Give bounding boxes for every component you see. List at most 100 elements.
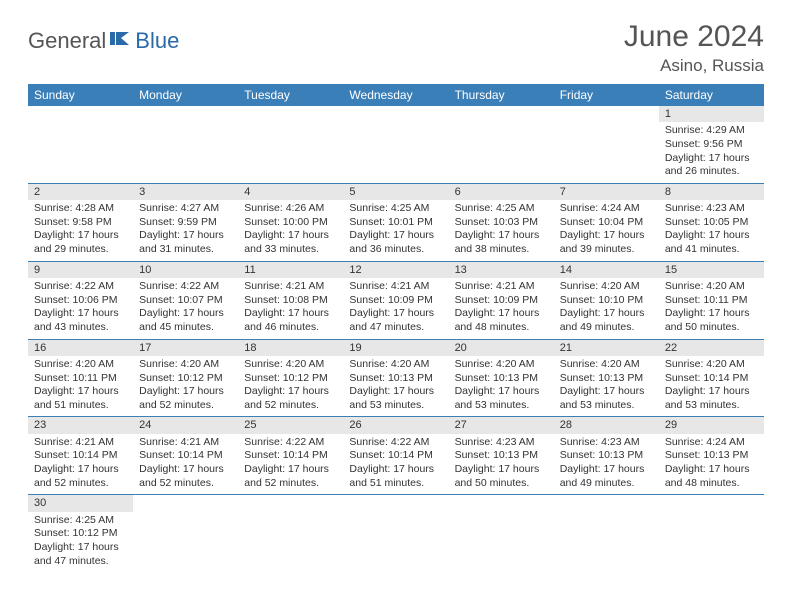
calendar-body: 1Sunrise: 4:29 AMSunset: 9:56 PMDaylight… xyxy=(28,106,764,572)
sunrise-text: Sunrise: 4:21 AM xyxy=(139,436,232,450)
daylight-text: and 33 minutes. xyxy=(244,243,337,257)
daylight-text: and 53 minutes. xyxy=(665,399,758,413)
daylight-text: and 52 minutes. xyxy=(34,477,127,491)
day-number: 17 xyxy=(133,340,238,356)
daylight-text: Daylight: 17 hours xyxy=(560,307,653,321)
daylight-text: and 41 minutes. xyxy=(665,243,758,257)
sunset-text: Sunset: 10:12 PM xyxy=(139,372,232,386)
sunrise-text: Sunrise: 4:22 AM xyxy=(34,280,127,294)
day-number: 24 xyxy=(133,417,238,433)
day-details: Sunrise: 4:21 AMSunset: 10:14 PMDaylight… xyxy=(133,434,238,495)
brand-word1: General xyxy=(28,28,106,54)
calendar-day-cell: 20Sunrise: 4:20 AMSunset: 10:13 PMDaylig… xyxy=(449,339,554,417)
calendar-day-cell: 26Sunrise: 4:22 AMSunset: 10:14 PMDaylig… xyxy=(343,417,448,495)
day-details: Sunrise: 4:29 AMSunset: 9:56 PMDaylight:… xyxy=(659,122,764,183)
calendar-day-cell: 18Sunrise: 4:20 AMSunset: 10:12 PMDaylig… xyxy=(238,339,343,417)
sunrise-text: Sunrise: 4:20 AM xyxy=(665,280,758,294)
day-details: Sunrise: 4:21 AMSunset: 10:09 PMDaylight… xyxy=(449,278,554,339)
sunrise-text: Sunrise: 4:21 AM xyxy=(349,280,442,294)
calendar-day-cell: 15Sunrise: 4:20 AMSunset: 10:11 PMDaylig… xyxy=(659,261,764,339)
calendar-day-cell: 12Sunrise: 4:21 AMSunset: 10:09 PMDaylig… xyxy=(343,261,448,339)
sunset-text: Sunset: 10:04 PM xyxy=(560,216,653,230)
sunset-text: Sunset: 10:14 PM xyxy=(665,372,758,386)
calendar-empty-cell xyxy=(449,106,554,183)
daylight-text: Daylight: 17 hours xyxy=(560,463,653,477)
sunset-text: Sunset: 10:14 PM xyxy=(139,449,232,463)
day-details: Sunrise: 4:20 AMSunset: 10:12 PMDaylight… xyxy=(238,356,343,417)
sunset-text: Sunset: 10:13 PM xyxy=(455,372,548,386)
daylight-text: and 50 minutes. xyxy=(665,321,758,335)
daylight-text: and 38 minutes. xyxy=(455,243,548,257)
sunset-text: Sunset: 10:11 PM xyxy=(34,372,127,386)
sunrise-text: Sunrise: 4:20 AM xyxy=(244,358,337,372)
daylight-text: Daylight: 17 hours xyxy=(665,463,758,477)
page-header: General Blue June 2024 Asino, Russia xyxy=(28,20,764,76)
day-number: 10 xyxy=(133,262,238,278)
daylight-text: and 29 minutes. xyxy=(34,243,127,257)
day-number: 30 xyxy=(28,495,133,511)
sunset-text: Sunset: 10:13 PM xyxy=(560,372,653,386)
daylight-text: Daylight: 17 hours xyxy=(139,463,232,477)
calendar-empty-cell xyxy=(28,106,133,183)
day-details: Sunrise: 4:25 AMSunset: 10:03 PMDaylight… xyxy=(449,200,554,261)
day-number: 15 xyxy=(659,262,764,278)
sunset-text: Sunset: 10:13 PM xyxy=(455,449,548,463)
sunrise-text: Sunrise: 4:20 AM xyxy=(34,358,127,372)
sunrise-text: Sunrise: 4:23 AM xyxy=(455,436,548,450)
daylight-text: Daylight: 17 hours xyxy=(34,463,127,477)
calendar-empty-cell xyxy=(554,106,659,183)
day-number: 5 xyxy=(343,184,448,200)
calendar-day-cell: 2Sunrise: 4:28 AMSunset: 9:58 PMDaylight… xyxy=(28,183,133,261)
title-block: June 2024 Asino, Russia xyxy=(624,20,764,76)
brand-logo: General Blue xyxy=(28,28,179,54)
day-number: 9 xyxy=(28,262,133,278)
daylight-text: Daylight: 17 hours xyxy=(349,307,442,321)
sunset-text: Sunset: 10:13 PM xyxy=(560,449,653,463)
calendar-day-cell: 16Sunrise: 4:20 AMSunset: 10:11 PMDaylig… xyxy=(28,339,133,417)
day-details: Sunrise: 4:24 AMSunset: 10:04 PMDaylight… xyxy=(554,200,659,261)
sunset-text: Sunset: 9:59 PM xyxy=(139,216,232,230)
calendar-week-row: 1Sunrise: 4:29 AMSunset: 9:56 PMDaylight… xyxy=(28,106,764,183)
day-details: Sunrise: 4:25 AMSunset: 10:01 PMDaylight… xyxy=(343,200,448,261)
day-number: 3 xyxy=(133,184,238,200)
sunset-text: Sunset: 10:09 PM xyxy=(455,294,548,308)
calendar-day-cell: 29Sunrise: 4:24 AMSunset: 10:13 PMDaylig… xyxy=(659,417,764,495)
calendar-week-row: 30Sunrise: 4:25 AMSunset: 10:12 PMDaylig… xyxy=(28,495,764,572)
daylight-text: Daylight: 17 hours xyxy=(244,463,337,477)
daylight-text: and 46 minutes. xyxy=(244,321,337,335)
calendar-empty-cell xyxy=(343,495,448,572)
calendar-empty-cell xyxy=(133,495,238,572)
daylight-text: and 53 minutes. xyxy=(349,399,442,413)
day-number: 23 xyxy=(28,417,133,433)
calendar-day-cell: 24Sunrise: 4:21 AMSunset: 10:14 PMDaylig… xyxy=(133,417,238,495)
daylight-text: and 49 minutes. xyxy=(560,477,653,491)
month-title: June 2024 xyxy=(624,20,764,54)
daylight-text: Daylight: 17 hours xyxy=(34,385,127,399)
weekday-header: Friday xyxy=(554,84,659,106)
day-details: Sunrise: 4:28 AMSunset: 9:58 PMDaylight:… xyxy=(28,200,133,261)
daylight-text: Daylight: 17 hours xyxy=(34,307,127,321)
day-details: Sunrise: 4:20 AMSunset: 10:13 PMDaylight… xyxy=(449,356,554,417)
calendar-table: SundayMondayTuesdayWednesdayThursdayFrid… xyxy=(28,84,764,572)
sunset-text: Sunset: 10:01 PM xyxy=(349,216,442,230)
day-number: 29 xyxy=(659,417,764,433)
daylight-text: Daylight: 17 hours xyxy=(139,307,232,321)
weekday-header-row: SundayMondayTuesdayWednesdayThursdayFrid… xyxy=(28,84,764,106)
sunrise-text: Sunrise: 4:21 AM xyxy=(244,280,337,294)
daylight-text: and 50 minutes. xyxy=(455,477,548,491)
sunrise-text: Sunrise: 4:25 AM xyxy=(34,514,127,528)
sunrise-text: Sunrise: 4:25 AM xyxy=(349,202,442,216)
weekday-header: Sunday xyxy=(28,84,133,106)
sunset-text: Sunset: 10:14 PM xyxy=(244,449,337,463)
sunset-text: Sunset: 10:03 PM xyxy=(455,216,548,230)
calendar-day-cell: 14Sunrise: 4:20 AMSunset: 10:10 PMDaylig… xyxy=(554,261,659,339)
daylight-text: and 36 minutes. xyxy=(349,243,442,257)
calendar-day-cell: 7Sunrise: 4:24 AMSunset: 10:04 PMDayligh… xyxy=(554,183,659,261)
calendar-day-cell: 3Sunrise: 4:27 AMSunset: 9:59 PMDaylight… xyxy=(133,183,238,261)
daylight-text: Daylight: 17 hours xyxy=(455,229,548,243)
sunrise-text: Sunrise: 4:21 AM xyxy=(455,280,548,294)
daylight-text: Daylight: 17 hours xyxy=(455,463,548,477)
daylight-text: and 48 minutes. xyxy=(455,321,548,335)
calendar-empty-cell xyxy=(449,495,554,572)
weekday-header: Wednesday xyxy=(343,84,448,106)
